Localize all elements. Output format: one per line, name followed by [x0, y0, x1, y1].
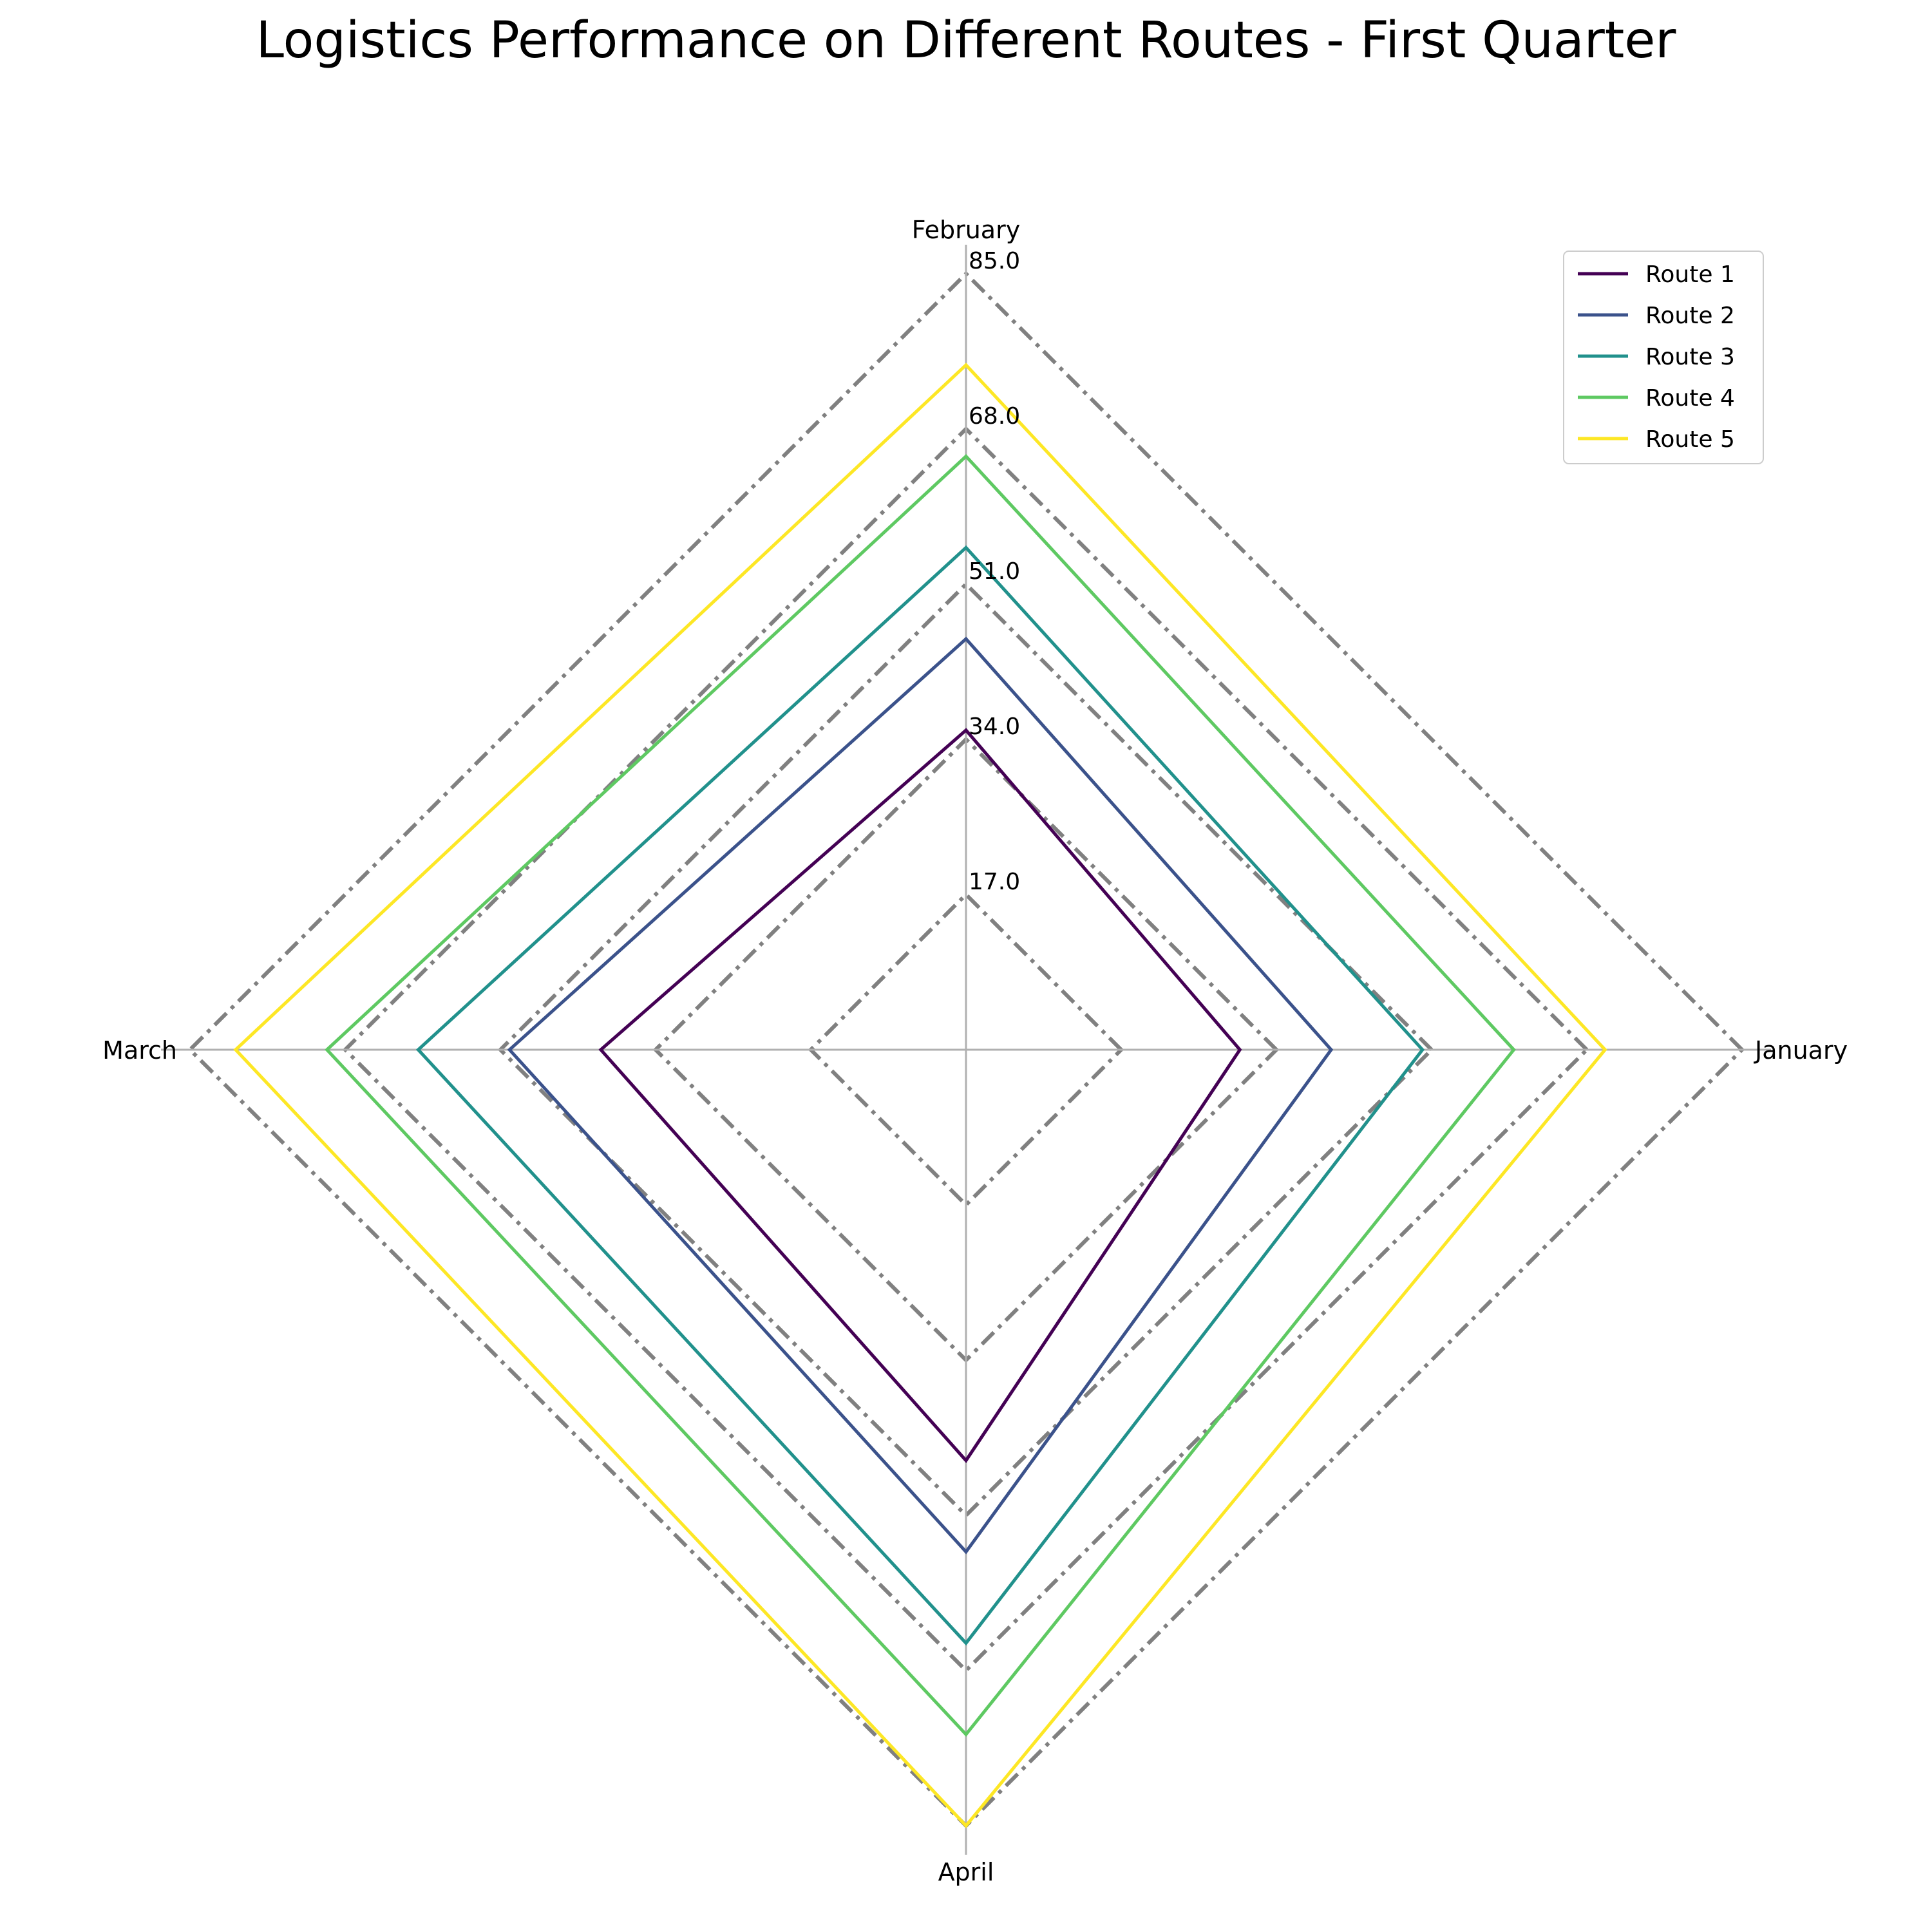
- legend-label-route-3: Route 3: [1645, 344, 1735, 370]
- tick-label-2: 34.0: [969, 714, 1020, 740]
- tick-label-4: 68.0: [969, 403, 1020, 430]
- legend: Route 1 Route 2 Route 3 Route 4 Route 5: [1563, 251, 1764, 464]
- legend-label-route-1: Route 1: [1645, 261, 1735, 288]
- category-label-february: February: [912, 216, 1020, 244]
- legend-box: [1563, 251, 1764, 464]
- legend-label-route-4: Route 4: [1645, 385, 1735, 412]
- legend-label-route-5: Route 5: [1645, 426, 1735, 453]
- category-label-january: January: [1754, 1036, 1848, 1065]
- category-label-march: March: [102, 1036, 177, 1065]
- category-label-april: April: [938, 1858, 994, 1886]
- labels-layer: January February March April 17.0 34.0 51.0 68.…: [102, 216, 1848, 1886]
- series-line-route-1: [598, 728, 1242, 1464]
- series-line-route-4: [325, 453, 1516, 1738]
- series-line-route-2: [507, 636, 1334, 1555]
- tick-label-1: 17.0: [969, 869, 1020, 895]
- series-line-route-5: [233, 363, 1607, 1828]
- series-layer: [233, 363, 1607, 1828]
- legend-label-route-2: Route 2: [1645, 303, 1735, 329]
- axes-layer: [161, 245, 1771, 1855]
- tick-label-3: 51.0: [969, 558, 1020, 585]
- tick-label-5: 85.0: [969, 248, 1020, 274]
- chart-title: Logistics Performance on Different Route…: [256, 12, 1676, 70]
- grid-ring-5: [187, 270, 1745, 1829]
- series-line-route-3: [415, 545, 1425, 1646]
